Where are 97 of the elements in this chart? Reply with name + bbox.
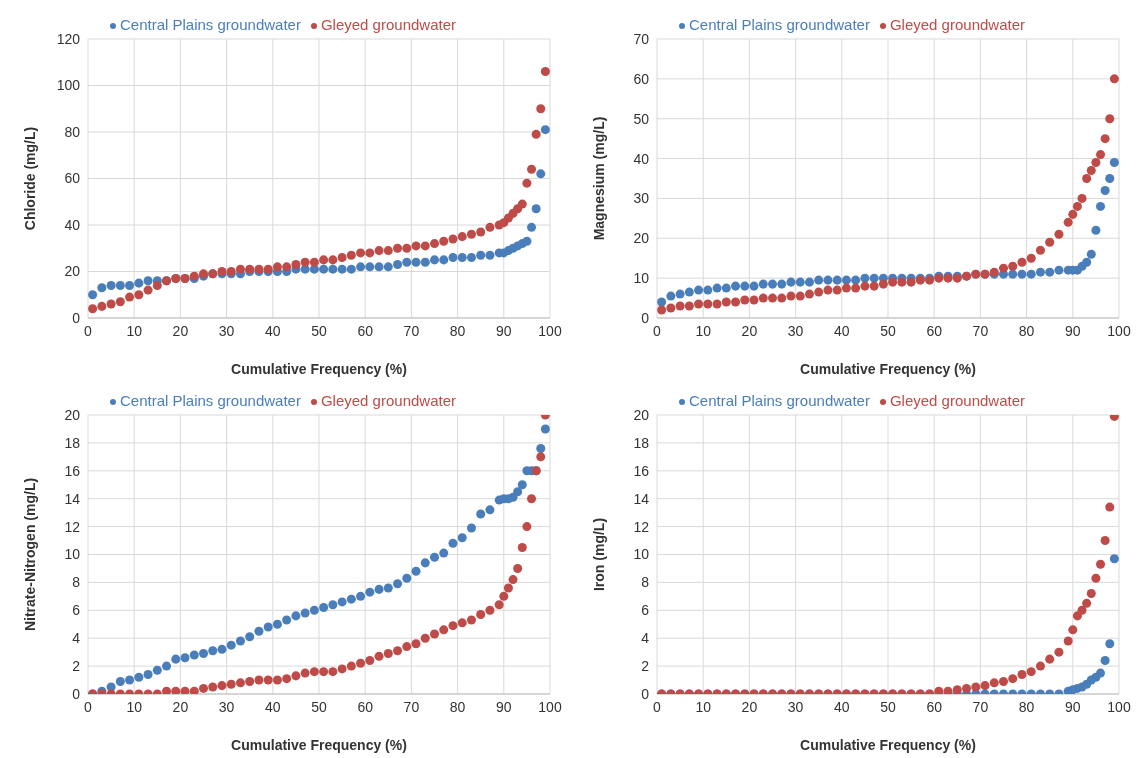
y-tick-label: 2	[72, 658, 81, 675]
x-tick-label: 20	[741, 698, 758, 715]
x-tick-label: 70	[972, 698, 989, 715]
x-tick-label: 100	[538, 322, 562, 339]
y-axis-title: Magnesium (mg/L)	[590, 116, 607, 241]
x-tick-label: 50	[880, 698, 896, 715]
x-tick-label: 50	[880, 322, 896, 339]
y-tick-label: 60	[64, 170, 81, 187]
y-tick-label: 0	[641, 309, 650, 326]
x-tick-label: 40	[265, 698, 281, 715]
y-tick-label: 20	[633, 230, 650, 247]
x-tick-label: 100	[1107, 698, 1131, 715]
y-tick-label: 4	[72, 630, 81, 647]
x-tick-label: 70	[403, 322, 420, 339]
y-tick-label: 70	[633, 30, 650, 47]
x-tick-label: 70	[403, 698, 420, 715]
x-tick-label: 90	[1065, 322, 1081, 339]
x-tick-label: 60	[357, 698, 374, 715]
legend-label: Central Plains groundwater	[119, 16, 301, 33]
y-tick-label: 12	[633, 518, 650, 535]
y-tick-label: 60	[633, 70, 650, 87]
legend-label: Central Plains groundwater	[688, 392, 870, 409]
x-tick-label: 80	[449, 322, 466, 339]
x-tick-label: 0	[653, 698, 662, 715]
x-tick-label: 0	[653, 322, 662, 339]
y-tick-label: 20	[64, 406, 81, 423]
x-tick-label: 40	[834, 698, 850, 715]
x-axis-title: Cumulative Frequency (%)	[800, 737, 976, 753]
x-tick-label: 10	[126, 322, 143, 339]
y-tick-label: 6	[641, 602, 650, 619]
x-axis-title: Cumulative Frequency (%)	[800, 361, 976, 377]
y-tick-label: 0	[72, 309, 81, 326]
y-tick-label: 18	[64, 434, 81, 451]
y-tick-label: 20	[64, 263, 81, 280]
x-tick-label: 60	[357, 322, 374, 339]
y-axis-title: Iron (mg/L)	[590, 517, 607, 592]
x-tick-label: 40	[265, 322, 281, 339]
y-tick-label: 0	[641, 685, 650, 702]
y-tick-label: 14	[64, 490, 81, 507]
x-tick-label: 30	[787, 698, 804, 715]
legend-label: Gleyed groundwater	[320, 392, 457, 409]
x-tick-label: 80	[449, 698, 466, 715]
y-tick-label: 8	[72, 574, 81, 591]
x-tick-label: 20	[172, 698, 189, 715]
y-axis-title: Nitrate-Nitrogen (mg/L)	[21, 477, 38, 632]
y-tick-label: 40	[633, 150, 650, 167]
x-tick-label: 10	[126, 698, 143, 715]
x-tick-label: 50	[311, 322, 327, 339]
y-tick-label: 6	[72, 602, 81, 619]
y-tick-label: 2	[641, 658, 650, 675]
x-tick-label: 20	[741, 322, 758, 339]
y-tick-label: 0	[72, 685, 81, 702]
x-axis-title: Cumulative Frequency (%)	[231, 737, 407, 753]
x-tick-label: 70	[972, 322, 989, 339]
x-tick-label: 30	[218, 322, 235, 339]
x-tick-label: 100	[538, 698, 562, 715]
y-tick-label: 80	[64, 123, 81, 140]
legend-label: Central Plains groundwater	[688, 16, 870, 33]
x-tick-label: 90	[496, 698, 512, 715]
legend-label: Gleyed groundwater	[889, 392, 1026, 409]
x-tick-label: 40	[834, 322, 850, 339]
x-tick-label: 60	[926, 698, 943, 715]
x-tick-label: 0	[84, 322, 93, 339]
y-tick-label: 12	[64, 518, 81, 535]
y-tick-label: 50	[633, 110, 650, 127]
x-tick-label: 30	[787, 322, 804, 339]
y-axis-title: Chloride (mg/L)	[21, 126, 38, 231]
x-tick-label: 90	[1065, 698, 1081, 715]
x-tick-label: 80	[1018, 322, 1035, 339]
y-tick-label: 18	[633, 434, 650, 451]
y-tick-label: 120	[56, 30, 81, 47]
y-tick-label: 30	[633, 190, 650, 207]
x-tick-label: 30	[218, 698, 235, 715]
x-tick-label: 10	[695, 322, 712, 339]
x-tick-label: 90	[496, 322, 512, 339]
y-tick-label: 40	[64, 216, 81, 233]
x-tick-label: 80	[1018, 698, 1035, 715]
y-tick-label: 10	[633, 270, 650, 287]
x-tick-label: 0	[84, 698, 93, 715]
y-tick-label: 16	[64, 462, 81, 479]
x-axis-title: Cumulative Frequency (%)	[231, 361, 407, 377]
y-tick-label: 10	[633, 546, 650, 563]
legend-label: Gleyed groundwater	[320, 16, 457, 33]
y-tick-label: 10	[64, 546, 81, 563]
y-tick-label: 100	[56, 77, 81, 94]
x-tick-label: 60	[926, 322, 943, 339]
legend-label: Gleyed groundwater	[889, 16, 1026, 33]
y-tick-label: 16	[633, 462, 650, 479]
y-tick-label: 14	[633, 490, 650, 507]
legend-label: Central Plains groundwater	[119, 392, 301, 409]
x-tick-label: 50	[311, 698, 327, 715]
x-tick-label: 10	[695, 698, 712, 715]
x-tick-label: 100	[1107, 322, 1131, 339]
y-tick-label: 20	[633, 406, 650, 423]
y-tick-label: 4	[641, 630, 650, 647]
x-tick-label: 20	[172, 322, 189, 339]
y-tick-label: 8	[641, 574, 650, 591]
